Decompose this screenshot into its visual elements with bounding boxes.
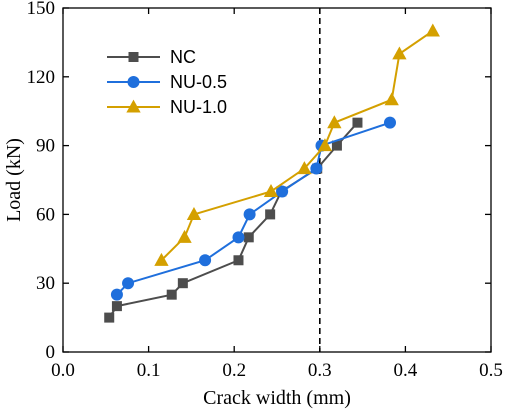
data-point-nu-1-0	[186, 206, 202, 220]
y-tick-label: 150	[27, 0, 56, 19]
data-point-nc	[177, 278, 188, 289]
legend-label: NU-0.5	[170, 72, 227, 92]
data-point-nu-0-5	[122, 277, 135, 290]
x-tick-label: 0.0	[51, 360, 75, 381]
data-point-nu-0-5	[383, 116, 396, 129]
series-nu-1-0	[154, 23, 440, 266]
legend-marker	[127, 76, 140, 88]
data-point-nu-0-5	[310, 162, 323, 175]
y-tick-label: 60	[36, 204, 55, 225]
data-point-nc	[233, 255, 244, 266]
x-axis-title: Crack width (mm)	[203, 387, 351, 409]
data-point-nu-0-5	[276, 185, 289, 198]
data-point-nu-1-0	[392, 46, 407, 60]
data-point-nu-0-5	[199, 254, 212, 267]
legend-item-nc: NC	[107, 47, 196, 67]
series-line-nu-1-0	[160, 30, 434, 261]
y-tick-label: 120	[27, 67, 56, 88]
legend-label: NU-1.0	[170, 97, 227, 117]
y-tick-label: 90	[36, 136, 55, 157]
legend: NC NU-0.5 NU-1.0	[107, 47, 227, 117]
data-point-nu-1-0	[425, 23, 440, 37]
legend-item-nu-0-5: NU-0.5	[107, 72, 227, 92]
x-tick-label: 0.1	[137, 360, 161, 381]
y-tick-label: 30	[36, 273, 55, 294]
data-point-nu-1-0	[327, 115, 342, 129]
x-tick-label: 0.2	[222, 360, 246, 381]
data-point-nu-1-0	[177, 229, 192, 243]
series-line-nu-0-5	[116, 121, 391, 296]
data-point-nu-0-5	[243, 208, 256, 221]
data-point-nu-0-5	[232, 231, 245, 244]
data-point-nu-1-0	[297, 161, 312, 175]
data-point-nc	[104, 312, 115, 323]
data-point-nc	[331, 140, 342, 151]
plot-frame	[62, 7, 492, 353]
data-point-nu-1-0	[154, 252, 169, 266]
legend-label: NC	[170, 47, 196, 67]
y-tick-label: 0	[46, 342, 56, 363]
data-point-nc	[166, 289, 177, 300]
data-point-nc	[243, 232, 254, 243]
data-point-nu-1-0	[263, 184, 279, 198]
x-tick-label: 0.4	[394, 360, 418, 381]
data-point-nu-1-0	[317, 138, 333, 152]
series-nu-0-5	[110, 116, 396, 301]
legend-item-nu-1-0: NU-1.0	[107, 97, 227, 117]
data-point-nc	[352, 117, 363, 128]
legend-marker	[126, 99, 141, 113]
y-axis-title: Load (kN)	[3, 138, 25, 222]
data-point-nu-0-5	[110, 288, 123, 301]
data-point-nu-1-0	[384, 92, 399, 106]
data-point-nc	[111, 301, 122, 312]
data-point-nc	[265, 209, 276, 220]
x-tick-label: 0.5	[479, 360, 503, 381]
x-tick-label: 0.3	[308, 360, 332, 381]
legend-marker	[128, 52, 139, 62]
